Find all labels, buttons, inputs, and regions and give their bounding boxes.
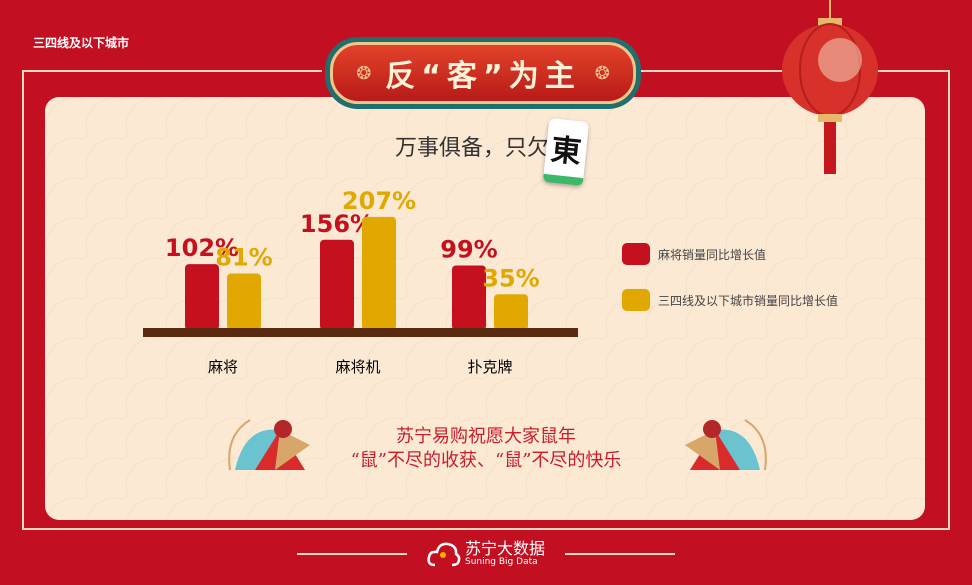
- greeting-line-1: 苏宁易购祝愿大家鼠年: [396, 426, 576, 447]
- corner-label: 三四线及以下城市: [33, 36, 130, 50]
- rat-icon: [228, 419, 310, 471]
- category-label: 麻将: [208, 358, 238, 376]
- divider: [565, 552, 675, 555]
- data-label: 81%: [215, 244, 272, 272]
- lantern-icon: [782, 0, 878, 174]
- greeting: 苏宁易购祝愿大家鼠年 “鼠”不尽的收获、“鼠”不尽的快乐: [0, 425, 972, 473]
- legend-label: 三四线及以下城市销量同比增长值: [658, 293, 839, 308]
- bar: [320, 239, 354, 330]
- cloud-swirl-icon: ❂: [594, 62, 610, 84]
- brand: 苏宁大数据 Suning Big Data: [465, 540, 545, 567]
- greeting-line-2: “鼠”不尽的收获、“鼠”不尽的快乐: [350, 450, 622, 471]
- legend: 麻将销量同比增长值 三四线及以下城市销量同比增长值: [622, 243, 838, 311]
- baseline: [143, 328, 578, 337]
- data-label: 99%: [440, 235, 497, 263]
- frame-bottom-line: [22, 528, 950, 530]
- data-label: 156%: [300, 210, 374, 238]
- bar: [227, 273, 261, 330]
- data-label: 102%: [165, 234, 239, 262]
- subtitle: 万事俱备，只欠: [395, 136, 550, 161]
- footer: 苏宁大数据 Suning Big Data: [0, 540, 972, 567]
- bar: [494, 294, 528, 330]
- legend-swatch: [622, 289, 650, 311]
- legend-swatch: [622, 243, 650, 265]
- title-badge: ❂ 反“客”为主 ❂: [330, 42, 636, 104]
- frame-right-line: [948, 70, 950, 530]
- data-label: 207%: [342, 187, 416, 215]
- legend-item-series2: 三四线及以下城市销量同比增长值: [622, 289, 838, 311]
- rat-icon: [685, 419, 767, 471]
- brand-en: Suning Big Data: [464, 557, 538, 567]
- category-label: 扑克牌: [467, 358, 512, 376]
- bar: [452, 265, 486, 330]
- bar: [362, 216, 396, 330]
- brand-cn: 苏宁大数据: [464, 539, 545, 558]
- cloud-swirl-icon: ❂: [356, 62, 372, 84]
- category-label: 麻将机: [335, 358, 380, 376]
- legend-label: 麻将销量同比增长值: [658, 247, 767, 262]
- bar: [185, 264, 219, 330]
- cloud-logo-icon: [427, 542, 461, 566]
- divider: [296, 552, 407, 555]
- legend-item-series1: 麻将销量同比增长值: [622, 243, 838, 265]
- page-title: 反“客”为主: [385, 59, 581, 94]
- data-label: 35%: [482, 264, 539, 292]
- frame-top-line: [22, 70, 322, 72]
- frame-left-line: [22, 70, 24, 530]
